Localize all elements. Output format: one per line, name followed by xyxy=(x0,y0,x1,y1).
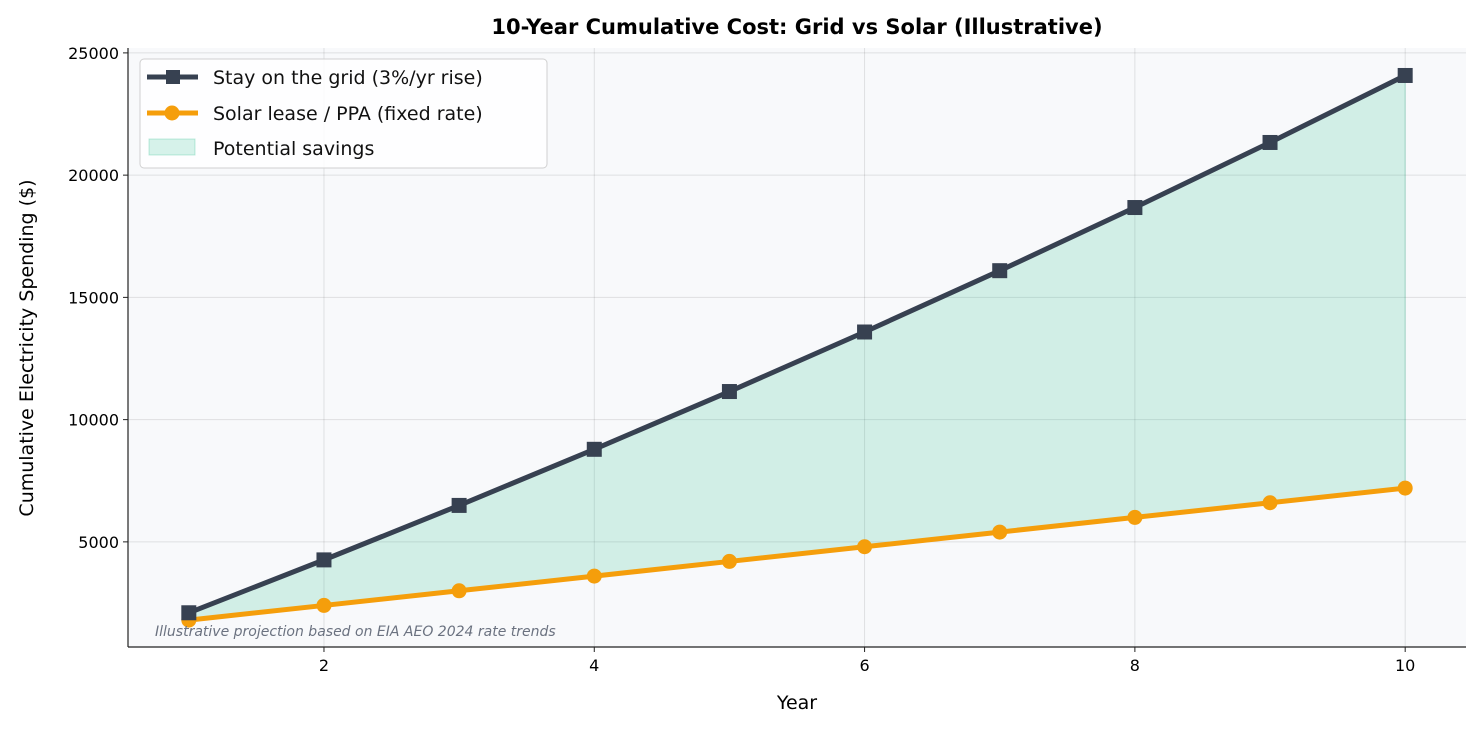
legend-savings-label: Potential savings xyxy=(213,138,374,160)
annotation: Illustrative projection based on EIA AEO… xyxy=(155,624,556,640)
grid-series-line xyxy=(187,73,1407,616)
legend-solar-marker xyxy=(164,105,180,121)
legend-box xyxy=(139,58,548,169)
grid xyxy=(128,48,1466,647)
solar-marker xyxy=(1397,480,1413,496)
y-tick-label: 25000 xyxy=(68,44,119,63)
solar-marker xyxy=(992,524,1008,540)
grid-marker xyxy=(586,441,602,457)
x-tick-label: 8 xyxy=(1130,656,1140,675)
solar-marker xyxy=(721,553,737,569)
legend-grid-marker xyxy=(166,70,180,84)
x-tick-label: 2 xyxy=(319,656,329,675)
chart-title: 10-Year Cumulative Cost: Grid vs Solar (… xyxy=(491,15,1102,39)
solar-marker xyxy=(451,583,467,599)
legend-grid-label: Stay on the grid (3%/yr rise) xyxy=(213,67,483,89)
ticks: 2 4 6 8 10 5000 10000 15000 20000 25000 xyxy=(68,44,1415,675)
grid-marker xyxy=(1262,134,1278,150)
legend: Stay on the grid (3%/yr rise) Solar leas… xyxy=(139,58,548,169)
legend-savings-swatch xyxy=(148,138,196,156)
y-tick-label: 5000 xyxy=(78,533,119,552)
x-axis-label: Year xyxy=(776,692,817,714)
grid-marker xyxy=(316,552,332,568)
legend-solar-label: Solar lease / PPA (fixed rate) xyxy=(213,103,483,125)
solar-marker xyxy=(316,597,332,613)
y-tick-label: 10000 xyxy=(68,411,119,430)
series-layer xyxy=(181,67,1413,628)
solar-marker xyxy=(857,539,873,555)
solar-series-line xyxy=(188,485,1406,623)
x-tick-label: 10 xyxy=(1395,656,1415,675)
x-tick-label: 6 xyxy=(859,656,869,675)
y-tick-label: 20000 xyxy=(68,166,119,185)
grid-marker xyxy=(181,605,197,621)
x-tick-label: 4 xyxy=(589,656,599,675)
y-tick-label: 15000 xyxy=(68,288,119,307)
grid-marker xyxy=(721,384,737,400)
grid-marker xyxy=(992,263,1008,279)
grid-marker xyxy=(1397,67,1413,83)
grid-marker xyxy=(451,497,467,513)
y-axis-label: Cumulative Electricity Spending ($) xyxy=(16,179,38,516)
grid-marker xyxy=(857,324,873,340)
solar-marker xyxy=(1127,509,1143,525)
solar-marker xyxy=(1262,495,1278,511)
grid-marker xyxy=(1127,200,1143,216)
solar-marker xyxy=(586,568,602,584)
